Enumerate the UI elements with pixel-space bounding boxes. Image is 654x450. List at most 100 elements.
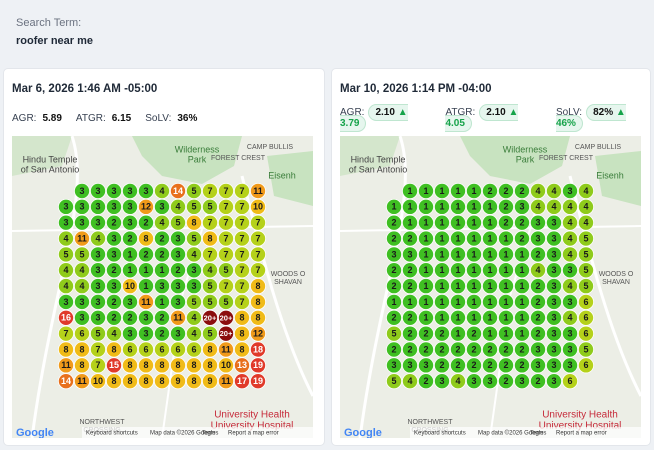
rank-dot [90,198,107,215]
rank-label: 7 [239,218,244,228]
rank-dot [217,214,234,231]
rank-dot [201,325,218,342]
rank-dot [249,246,266,263]
rank-label: 3 [567,329,572,339]
rank-dot [466,183,483,200]
rank-dot [497,214,514,231]
rank-dot [450,293,467,310]
rank-label: 3 [551,233,556,243]
rank-dot [545,357,562,374]
rank-label: 8 [159,376,164,386]
rank-dot [529,246,546,263]
rank-dot [386,230,403,247]
rank-label: 1 [439,218,444,228]
rank-dot [201,373,218,390]
rank-dot [153,230,170,247]
rank-label: 6 [191,344,196,354]
rank-dot [402,262,419,279]
rank-dot [106,309,123,326]
rank-label: 6 [583,329,588,339]
rank-label: 1 [423,281,428,291]
rank-label: 10 [253,202,263,212]
rank-label: 1 [519,329,524,339]
rank-dot [418,214,435,231]
rank-dot [561,230,578,247]
rank-dot [122,325,139,342]
rank-label: 8 [159,360,164,370]
rank-dot [497,373,514,390]
rank-label: 2 [391,265,396,275]
rank-label: 4 [535,265,540,275]
rank-dot [529,293,546,310]
rank-label: 7 [207,249,212,259]
rank-label: 3 [551,344,556,354]
metrics: AGR: 2.10 ▲ 3.79 ATGR: 2.10 ▲ 4.05 SoLV: 82% … [340,104,650,132]
rank-dot [201,293,218,310]
metric: AGR: 5.89 [12,113,62,124]
rank-dot [122,183,139,200]
rank-dot [90,357,107,374]
rank-dot [402,278,419,295]
park [340,136,400,176]
rank-dot [481,198,498,215]
rank-dot [450,357,467,374]
rank-dot [233,214,250,231]
rank-dot [561,198,578,215]
rank-label: 1 [455,313,460,323]
rank-label: 3 [95,297,100,307]
rank-label: 4 [583,186,588,196]
rank-dot [466,278,483,295]
rank-dot [201,246,218,263]
rank-label: 1 [503,281,508,291]
rank-dot [386,373,403,390]
rank-label: 3 [127,202,132,212]
rank-dot [434,262,451,279]
rank-dot [497,183,514,200]
rank-dot [106,198,123,215]
rank-label: 4 [567,281,572,291]
rank-dot [185,262,202,279]
rank-label: 1 [503,297,508,307]
rank-label: 4 [567,202,572,212]
rank-dot [58,373,75,390]
rank-label: 2 [111,313,116,323]
rank-label: 3 [551,265,556,275]
rank-label: 2 [487,186,492,196]
rank-dot [561,183,578,200]
rank-label: 4 [551,202,556,212]
rank-label: 2 [439,360,444,370]
rank-label: 2 [391,218,396,228]
rank-label: 1 [471,281,476,291]
rank-dot [434,246,451,263]
park [595,151,641,206]
rank-dot [169,309,186,326]
rank-dot [169,357,186,374]
rank-dot [153,293,170,310]
rank-label: 2 [503,376,508,386]
rank-dot [481,325,498,342]
rank-label: 6 [583,313,588,323]
rank-dot [58,325,75,342]
metric-change: ▲ 3.79 [340,107,408,129]
rank-label: 4 [191,249,196,259]
rank-label: 3 [159,281,164,291]
rank-dot [122,341,139,358]
rank-dot [122,278,139,295]
rank-dot [58,262,75,279]
rank-dot [545,278,562,295]
metric-label: SoLV: [555,107,583,118]
rank-dot [577,230,594,247]
rank-dot [481,293,498,310]
rank-dot [545,262,562,279]
timestamp: Mar 10, 2026 1:14 PM -04:00 [340,83,492,95]
rank-dot [450,246,467,263]
rank-label: 1 [487,202,492,212]
map-footer: Report a map error [556,431,607,437]
metric: ATGR: 2.10 ▲ 4.05 [445,104,542,132]
rank-dot [561,293,578,310]
rank-label: 2 [471,344,476,354]
rank-dot [497,341,514,358]
rank-dot [153,373,170,390]
rank-dot [434,341,451,358]
rank-dot [106,230,123,247]
